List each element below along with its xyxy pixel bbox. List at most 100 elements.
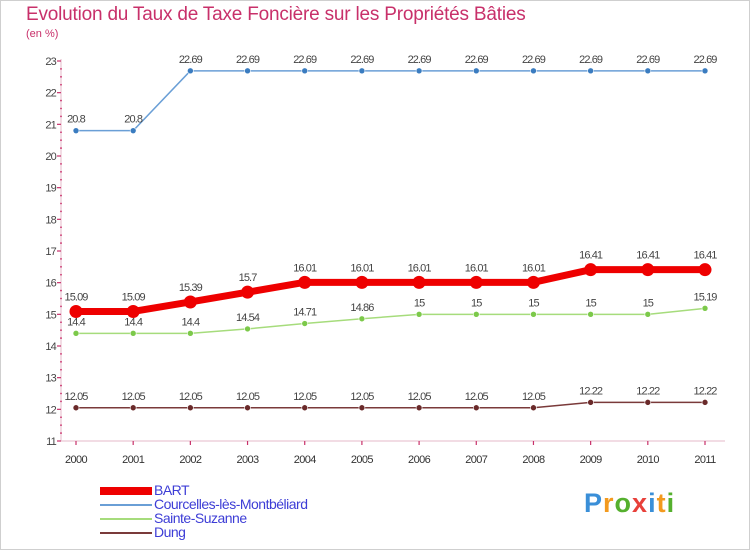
y-minor-tick: [60, 297, 62, 300]
y-minor-tick: [60, 170, 62, 173]
x-tick-label: 2002: [179, 454, 202, 466]
data-label: 15: [471, 297, 482, 309]
data-label: 12.05: [350, 391, 374, 403]
y-minor-tick: [60, 432, 62, 434]
legend-label: Dung: [154, 524, 186, 540]
y-tick-label: 18: [45, 214, 56, 226]
y-minor-tick: [60, 194, 62, 197]
logo-letter: t: [656, 488, 667, 518]
data-label: 22.69: [236, 54, 260, 66]
data-point: [298, 275, 312, 289]
y-tick-label: 13: [45, 373, 56, 385]
data-label: 22.69: [579, 54, 603, 66]
y-tick-label: 14: [45, 341, 56, 353]
legend-item: Courcelles-lès-Montbéliard: [100, 496, 400, 512]
data-point: [72, 330, 80, 337]
y-minor-tick: [60, 384, 62, 387]
data-label: 16.01: [465, 262, 489, 274]
data-label: 12.05: [236, 391, 260, 403]
data-point: [129, 127, 137, 134]
y-minor-tick: [60, 75, 62, 78]
data-point: [69, 304, 83, 318]
data-label: 12.05: [465, 391, 489, 403]
data-point: [412, 275, 426, 289]
data-point: [701, 67, 709, 75]
data-point: [415, 67, 423, 75]
y-minor-tick: [60, 83, 62, 86]
chart-subtitle: (en %): [26, 28, 59, 40]
series-line-0: [72, 266, 709, 315]
y-tick-label: 16: [45, 278, 56, 290]
data-point: [244, 404, 251, 412]
data-label: 16.01: [522, 262, 546, 274]
data-label: 15.7: [239, 272, 258, 284]
data-label: 14.4: [67, 316, 86, 328]
data-label: 16.41: [636, 250, 660, 262]
data-point: [72, 404, 80, 412]
data-point: [584, 263, 598, 277]
series-line-2: [75, 307, 706, 335]
x-tick-label: 2006: [408, 454, 431, 466]
data-point: [530, 404, 537, 412]
y-minor-tick: [60, 242, 62, 244]
data-label: 12.22: [693, 385, 717, 397]
y-minor-tick: [60, 337, 62, 339]
y-minor-tick: [60, 115, 62, 118]
y-tick-label: 12: [45, 404, 56, 416]
y-minor-tick: [60, 178, 62, 181]
y-minor-tick: [60, 139, 62, 142]
x-tick-label: 2004: [294, 454, 317, 466]
data-label: 16.41: [579, 250, 603, 262]
data-label: 15.09: [122, 291, 146, 303]
data-label: 16.41: [693, 250, 717, 262]
data-label: 12.05: [179, 391, 203, 403]
y-minor-tick: [60, 210, 62, 213]
data-label: 16.01: [350, 262, 374, 274]
y-minor-tick: [60, 226, 62, 229]
data-point: [587, 311, 594, 318]
data-label: 15.39: [179, 282, 203, 294]
data-point: [641, 263, 655, 277]
proxiti-logo: Proxiti: [584, 488, 675, 519]
x-tick-label: 2009: [580, 454, 603, 466]
legend-label: Sainte-Suzanne: [154, 510, 247, 526]
data-point: [183, 295, 197, 309]
x-tick-label: 2003: [237, 454, 260, 466]
data-point: [187, 404, 194, 412]
legend-label: BART: [154, 482, 190, 498]
y-tick-label: 15: [45, 309, 56, 321]
data-label: 14.4: [124, 316, 143, 328]
legend-item: BART: [100, 482, 400, 498]
logo-letter: o: [614, 488, 633, 518]
y-tick-label: 17: [45, 246, 56, 258]
y-minor-tick: [60, 400, 62, 403]
data-label: 22.69: [293, 54, 317, 66]
y-minor-tick: [60, 258, 62, 260]
data-label: 16.01: [293, 262, 317, 274]
y-minor-tick: [60, 202, 62, 205]
y-minor-tick: [60, 321, 62, 324]
data-label: 22.69: [350, 54, 374, 66]
legend-item: Sainte-Suzanne: [100, 510, 400, 526]
y-tick-label: 11: [46, 436, 57, 448]
data-point: [530, 311, 537, 318]
data-point: [701, 305, 709, 312]
logo-letter: x: [632, 488, 649, 518]
data-point: [355, 275, 369, 289]
data-point: [415, 404, 423, 412]
y-minor-tick: [60, 234, 62, 237]
data-point: [72, 127, 80, 134]
y-minor-tick: [60, 265, 62, 268]
data-label: 15: [528, 297, 539, 309]
data-label: 22.69: [179, 54, 203, 66]
data-label: 15: [414, 297, 425, 309]
legend-swatch: [100, 518, 152, 520]
x-tick-label: 2007: [465, 454, 488, 466]
data-point: [472, 311, 480, 318]
data-point: [244, 325, 251, 333]
y-minor-tick: [60, 305, 62, 308]
data-point: [129, 330, 137, 337]
data-label: 22.69: [408, 54, 432, 66]
